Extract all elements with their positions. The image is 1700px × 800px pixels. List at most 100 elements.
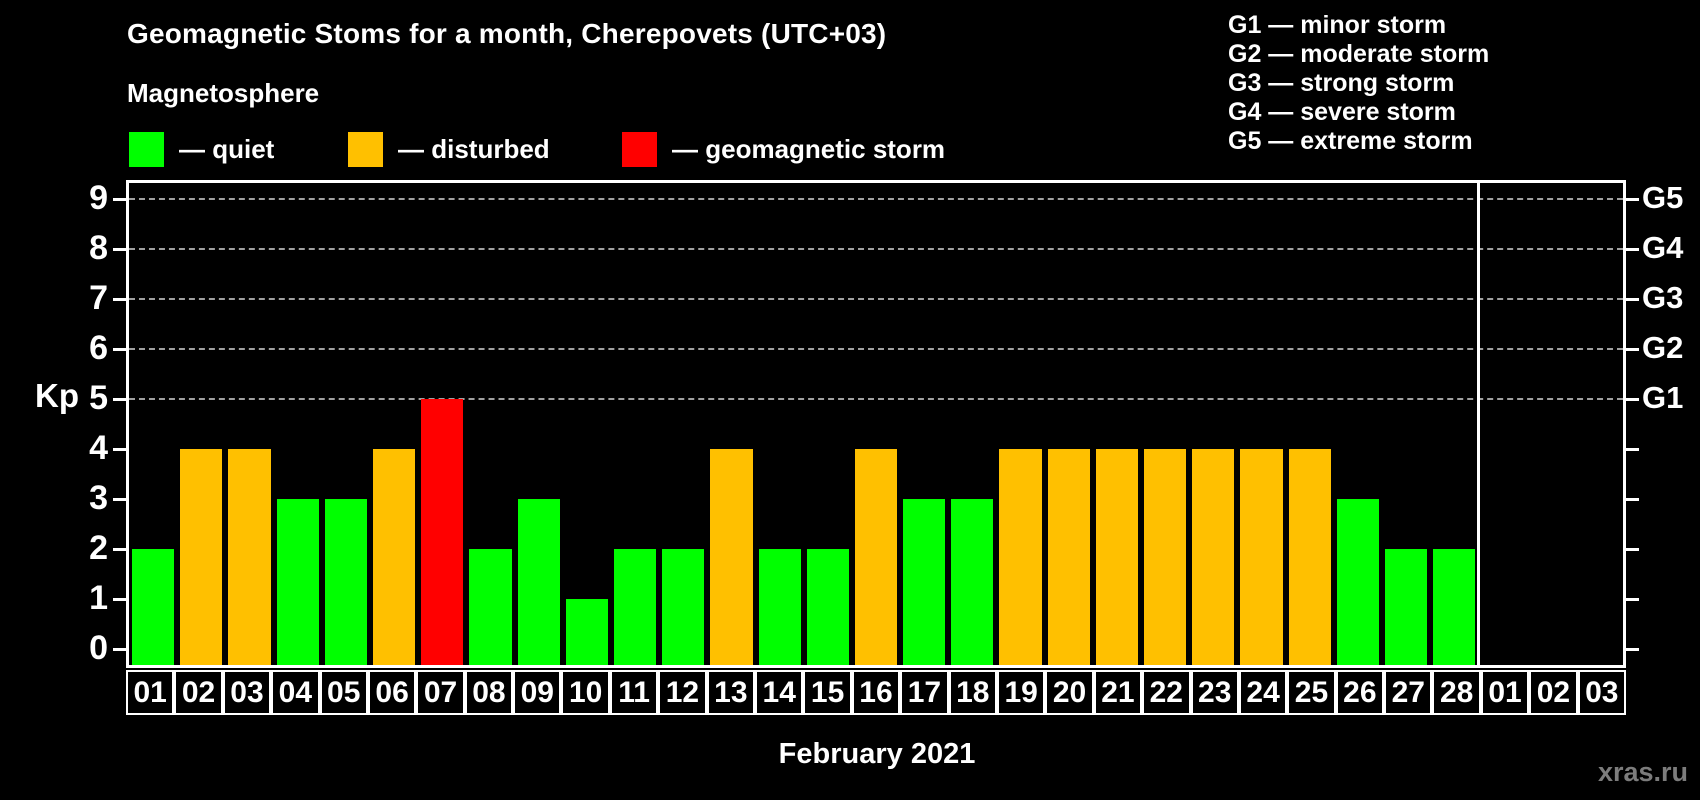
quiet-color-swatch bbox=[129, 132, 164, 167]
day-label-03: 03 bbox=[222, 670, 272, 715]
y-tick-right-3 bbox=[1626, 498, 1639, 501]
g-axis-label-g2: G2 bbox=[1642, 330, 1684, 365]
y-axis-label-3: 3 bbox=[89, 479, 108, 517]
legend-label-storm: — geomagnetic storm bbox=[672, 134, 946, 164]
day-label-next-03: 03 bbox=[1577, 670, 1626, 715]
y-axis-label-8: 8 bbox=[89, 229, 108, 267]
y-axis-label-9: 9 bbox=[89, 179, 108, 217]
bar-day-26 bbox=[1336, 499, 1380, 665]
y-axis-label-1: 1 bbox=[89, 579, 108, 617]
y-tick-left-7 bbox=[113, 298, 126, 301]
bar-day-10 bbox=[565, 599, 608, 665]
bar-day-03 bbox=[228, 449, 271, 665]
day-label-26: 26 bbox=[1335, 670, 1385, 715]
gridline-g4 bbox=[129, 248, 1623, 250]
bar-day-22 bbox=[1144, 449, 1187, 665]
gridline-g1 bbox=[129, 398, 1623, 400]
day-label-20: 20 bbox=[1045, 670, 1094, 715]
disturbed-color-swatch bbox=[348, 132, 383, 167]
g-axis-label-g1: G1 bbox=[1642, 380, 1684, 415]
bar-day-13 bbox=[710, 449, 753, 665]
x-axis-title: February 2021 bbox=[778, 738, 976, 770]
y-tick-right-6 bbox=[1626, 348, 1639, 351]
y-tick-left-3 bbox=[113, 498, 126, 501]
y-tick-left-6 bbox=[113, 348, 126, 351]
day-label-12: 12 bbox=[658, 670, 707, 715]
bar-day-09 bbox=[517, 499, 560, 665]
legend-item-disturbed: — disturbed bbox=[348, 132, 550, 167]
day-label-01: 01 bbox=[126, 670, 175, 715]
legend-item-storm: — geomagnetic storm bbox=[622, 132, 945, 167]
storm-color-swatch bbox=[622, 132, 657, 167]
magnetosphere-label: Magnetosphere bbox=[127, 78, 320, 108]
month-separator-line bbox=[1476, 183, 1480, 665]
day-label-14: 14 bbox=[755, 670, 804, 715]
day-label-06: 06 bbox=[367, 670, 417, 715]
day-label-02: 02 bbox=[174, 670, 223, 715]
legend-label-quiet: — quiet bbox=[179, 134, 275, 164]
bar-day-23 bbox=[1192, 449, 1235, 665]
y-tick-left-5 bbox=[113, 398, 126, 401]
day-label-16: 16 bbox=[851, 670, 901, 715]
legend-item-quiet: — quiet bbox=[129, 132, 274, 167]
gridline-g2 bbox=[129, 348, 1623, 350]
day-label-25: 25 bbox=[1287, 670, 1336, 715]
plot-area-frame bbox=[126, 180, 1626, 668]
bar-day-01 bbox=[132, 549, 175, 665]
day-label-08: 08 bbox=[464, 670, 514, 715]
day-label-21: 21 bbox=[1093, 670, 1143, 715]
day-label-17: 17 bbox=[900, 670, 949, 715]
y-tick-left-4 bbox=[113, 448, 126, 451]
bar-day-11 bbox=[613, 549, 657, 665]
bar-day-06 bbox=[372, 449, 416, 665]
y-axis-label-6: 6 bbox=[89, 329, 108, 367]
y-tick-left-2 bbox=[113, 548, 126, 551]
day-label-24: 24 bbox=[1238, 670, 1288, 715]
bar-day-24 bbox=[1240, 449, 1283, 665]
day-label-next-01: 01 bbox=[1480, 670, 1530, 715]
g-axis-label-g4: G4 bbox=[1642, 230, 1684, 265]
y-axis-label-5: 5 bbox=[89, 379, 108, 417]
legend-label-disturbed: — disturbed bbox=[398, 134, 550, 164]
bar-day-20 bbox=[1047, 449, 1090, 665]
day-label-22: 22 bbox=[1142, 670, 1191, 715]
bar-day-21 bbox=[1095, 449, 1139, 665]
day-label-10: 10 bbox=[561, 670, 610, 715]
y-tick-right-7 bbox=[1626, 298, 1639, 301]
g-axis-label-g5: G5 bbox=[1642, 180, 1684, 215]
day-label-18: 18 bbox=[948, 670, 997, 715]
bar-day-08 bbox=[469, 549, 512, 665]
day-label-next-02: 02 bbox=[1529, 670, 1578, 715]
y-tick-left-1 bbox=[113, 598, 126, 601]
day-label-11: 11 bbox=[609, 670, 659, 715]
bar-day-27 bbox=[1385, 549, 1428, 665]
day-label-23: 23 bbox=[1190, 670, 1239, 715]
y-axis-title: Kp bbox=[35, 377, 79, 414]
y-axis-label-4: 4 bbox=[89, 429, 108, 467]
storm-scale-g1: G1 — minor storm bbox=[1228, 11, 1447, 39]
y-tick-right-5 bbox=[1626, 398, 1639, 401]
y-axis-label-0: 0 bbox=[89, 629, 108, 667]
bar-day-28 bbox=[1433, 549, 1476, 665]
bar-day-04 bbox=[276, 499, 319, 665]
day-label-15: 15 bbox=[803, 670, 852, 715]
day-label-05: 05 bbox=[319, 670, 368, 715]
bar-day-15 bbox=[806, 549, 849, 665]
day-label-27: 27 bbox=[1384, 670, 1433, 715]
y-tick-right-1 bbox=[1626, 598, 1639, 601]
y-tick-right-9 bbox=[1626, 198, 1639, 201]
bar-day-12 bbox=[662, 549, 705, 665]
gridline-g3 bbox=[129, 298, 1623, 300]
storm-scale-legend: G1 — minor storm G2 — moderate storm G3 … bbox=[1228, 11, 1489, 156]
y-tick-right-0 bbox=[1626, 648, 1639, 651]
storm-scale-g2: G2 — moderate storm bbox=[1228, 40, 1490, 68]
y-axis-label-2: 2 bbox=[89, 529, 108, 567]
storm-scale-g4: G4 — severe storm bbox=[1228, 98, 1456, 126]
chart-title: Geomagnetic Stoms for a month, Cherepove… bbox=[127, 18, 887, 49]
bar-day-18 bbox=[951, 499, 994, 665]
bar-day-02 bbox=[180, 449, 223, 665]
storm-scale-g3: G3 — strong storm bbox=[1228, 69, 1455, 97]
bar-day-05 bbox=[324, 499, 367, 665]
day-label-09: 09 bbox=[513, 670, 562, 715]
